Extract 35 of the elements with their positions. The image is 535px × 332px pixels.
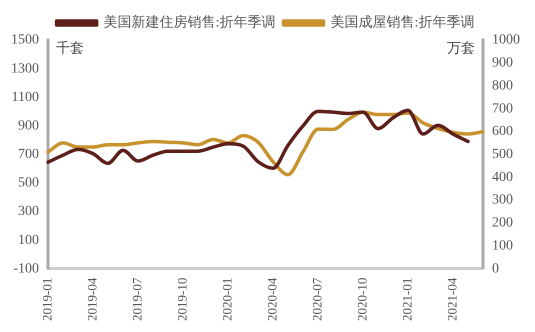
y-tick-label: 300 [18, 204, 39, 220]
x-tick-label: 2019-07 [129, 277, 144, 322]
legend-label: 美国成屋销售:折年季调 [330, 14, 474, 31]
y2-tick-label: 700 [492, 101, 513, 116]
x-tick-label: 2019-01 [39, 278, 54, 322]
y2-tick-label: 200 [492, 216, 513, 231]
y-tick-label: 1500 [11, 32, 39, 48]
y2-tick-label: 0 [492, 261, 499, 276]
y2-tick-label: 900 [492, 56, 513, 71]
x-tick-label: 2019-04 [84, 277, 100, 322]
y-tick-label: 1300 [11, 61, 39, 76]
y2-tick-label: 400 [492, 170, 513, 185]
y2-tick-label: 800 [492, 78, 513, 94]
x-tick-label: 2020-07 [309, 277, 324, 322]
y-tick-label: 900 [18, 118, 39, 134]
y-tick-label: 1100 [12, 90, 39, 105]
x-tick-label: 2021-01 [399, 278, 414, 322]
y-tick-label: 700 [18, 147, 39, 162]
y2-tick-label: 300 [492, 192, 513, 208]
x-tick-label: 2020-01 [219, 278, 234, 322]
x-tick-label: 2020-04 [264, 277, 280, 322]
y2-tick-label: 600 [492, 124, 513, 140]
y2-tick-label: 500 [492, 147, 513, 162]
y-tick-label: -100 [13, 261, 39, 276]
x-tick-label: 2021-04 [444, 277, 460, 322]
y-axis-title: 千套 [56, 40, 84, 57]
legend-label: 美国新建住房销售:折年季调 [104, 14, 276, 31]
y-tick-label: 100 [18, 232, 39, 248]
y2-tick-label: 100 [492, 238, 513, 254]
y2-axis-title: 万套 [447, 40, 475, 57]
x-tick-label: 2019-10 [174, 278, 190, 322]
line-series [46, 108, 470, 170]
x-tick-label: 2020-10 [354, 278, 370, 322]
y2-tick-label: 1000 [492, 32, 520, 48]
y-tick-label: 500 [18, 176, 39, 191]
